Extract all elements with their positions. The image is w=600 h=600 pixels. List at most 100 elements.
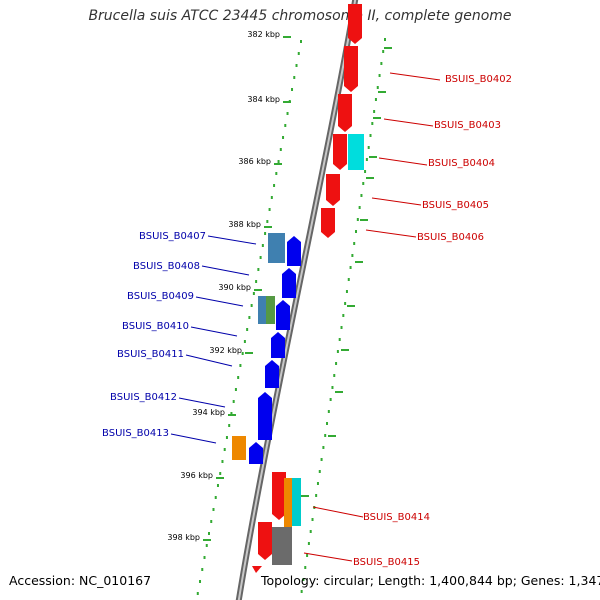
ruler-dot xyxy=(248,316,251,319)
gene-label: BSUIS_B0415 xyxy=(353,557,420,568)
ruler-dot xyxy=(362,182,365,185)
ruler-dot xyxy=(342,314,345,317)
label-leader-line xyxy=(201,265,250,276)
kbp-label: 390 kbp xyxy=(218,283,251,292)
label-leader-line xyxy=(178,397,226,408)
gene-box xyxy=(232,436,246,460)
ruler-dot xyxy=(371,122,374,125)
gene-arrow xyxy=(252,566,262,573)
gene-labels: BSUIS_B0402 BSUIS_B0403 BSUIS_B0404 BSUIS_B… xyxy=(102,74,512,568)
gene-label: BSUIS_B0402 xyxy=(445,74,512,85)
gene-features xyxy=(232,4,364,573)
label-leader-line xyxy=(303,552,353,562)
ruler-dot xyxy=(214,496,217,499)
ruler-dot xyxy=(304,566,307,569)
kbp-label: 388 kbp xyxy=(228,220,261,229)
ruler-dot xyxy=(250,304,253,307)
ruler-dot xyxy=(282,136,285,139)
ruler-dot xyxy=(347,278,350,281)
ruler-dot xyxy=(340,326,343,329)
ruler-dot xyxy=(358,206,361,209)
accession-text: Accession: NC_010167 xyxy=(9,573,152,588)
ruler-dot xyxy=(234,388,237,391)
gene-box xyxy=(266,296,275,324)
ruler-dot xyxy=(309,530,312,533)
gene-label: BSUIS_B0405 xyxy=(422,200,489,211)
ruler-dot xyxy=(302,578,305,581)
ruler-dot xyxy=(223,448,226,451)
ruler-dot xyxy=(324,434,327,437)
ruler-dot xyxy=(318,470,321,473)
ruler-dot xyxy=(297,52,300,55)
gene-label: BSUIS_B0407 xyxy=(139,231,206,242)
ruler-dot xyxy=(212,508,215,511)
label-leader-line xyxy=(365,229,417,238)
ruler-dot xyxy=(374,98,377,101)
ruler-dot xyxy=(333,374,336,377)
ruler-dot xyxy=(225,436,228,439)
ruler-dot xyxy=(345,290,348,293)
ruler-dot xyxy=(360,194,363,197)
left-tick-ruler xyxy=(196,36,302,595)
kbp-label: 384 kbp xyxy=(247,95,280,104)
gene-arrow xyxy=(258,392,272,440)
ruler-dot xyxy=(273,184,276,187)
gene-arrow xyxy=(321,208,335,238)
gene-arrow xyxy=(276,300,290,330)
ruler-dot xyxy=(210,520,213,523)
ruler-dot xyxy=(326,422,329,425)
ruler-dot xyxy=(237,376,240,379)
kbp-marker-labels: 382 kbp 384 kbp 386 kbp 388 kbp 390 kbp 392 k… xyxy=(167,30,280,542)
ruler-dot xyxy=(275,172,278,175)
ruler-dot xyxy=(373,110,376,113)
ruler-dot xyxy=(268,208,271,211)
gene-label: BSUIS_B0411 xyxy=(117,349,184,360)
ruler-dot xyxy=(270,196,273,199)
ruler-dot xyxy=(355,230,358,233)
ruler-dot xyxy=(344,302,347,305)
gene-arrow xyxy=(272,472,286,520)
ruler-dot xyxy=(291,88,294,91)
gene-label: BSUIS_B0414 xyxy=(363,512,430,523)
label-leader-lines xyxy=(170,72,441,562)
gene-arrow xyxy=(287,236,301,266)
ruler-dot xyxy=(364,170,367,173)
ruler-dot xyxy=(300,590,303,593)
gene-arrow xyxy=(271,332,285,358)
right-tick-ruler xyxy=(300,38,392,593)
gene-label: BSUIS_B0406 xyxy=(417,232,484,243)
ruler-dot xyxy=(264,232,267,235)
label-leader-line xyxy=(312,506,364,518)
ruler-dot xyxy=(277,160,280,163)
gene-box xyxy=(348,134,364,170)
ruler-dot xyxy=(293,76,296,79)
gene-arrow xyxy=(326,174,340,206)
gene-arrow xyxy=(282,268,296,298)
kbp-label: 382 kbp xyxy=(247,30,280,39)
ruler-dot xyxy=(266,220,269,223)
topology-text: Topology: circular; Length: 1,400,844 bp… xyxy=(261,573,600,588)
gene-arrow xyxy=(333,134,347,170)
gene-arrow xyxy=(348,4,362,44)
ruler-dot xyxy=(257,268,260,271)
kbp-label: 386 kbp xyxy=(238,157,271,166)
ruler-dot xyxy=(196,592,199,595)
ruler-dot xyxy=(316,482,319,485)
ruler-dot xyxy=(369,134,372,137)
gene-label: BSUIS_B0404 xyxy=(428,158,495,169)
ruler-dot xyxy=(279,148,282,151)
label-leader-line xyxy=(195,296,244,307)
label-leader-line xyxy=(378,157,428,166)
ruler-dot xyxy=(378,74,381,77)
gene-arrow xyxy=(338,94,352,132)
ruler-dot xyxy=(376,86,379,89)
gene-box xyxy=(272,527,292,565)
ruler-dot xyxy=(306,554,309,557)
ruler-dot xyxy=(239,364,242,367)
ruler-dot xyxy=(307,542,310,545)
ruler-dot xyxy=(356,218,359,221)
ruler-dot xyxy=(199,580,202,583)
ruler-dot xyxy=(205,544,208,547)
ruler-dot xyxy=(353,242,356,245)
